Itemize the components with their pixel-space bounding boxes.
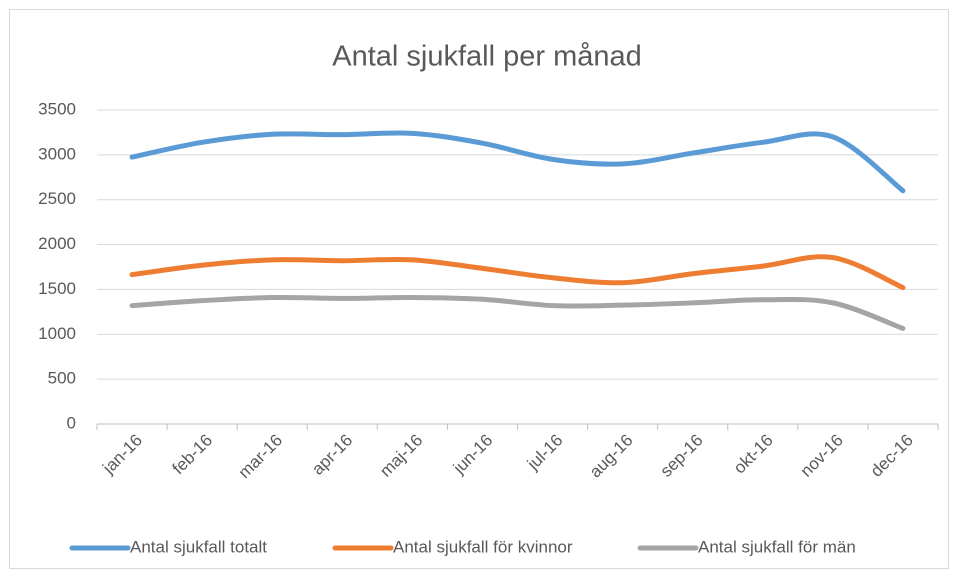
y-tick-label: 500	[48, 369, 76, 388]
series-line	[129, 254, 906, 291]
legend-label: Antal sjukfall för män	[698, 537, 856, 556]
chart-title: Antal sjukfall per månad	[332, 41, 642, 73]
y-tick-label: 0	[67, 413, 76, 432]
y-tick-label: 2500	[38, 189, 76, 208]
y-tick-label: 1500	[38, 279, 76, 298]
legend-label: Antal sjukfall totalt	[130, 537, 267, 556]
series-line	[129, 294, 906, 331]
y-tick-label: 1000	[38, 324, 76, 343]
series-line	[129, 130, 906, 194]
y-tick-label: 2000	[38, 234, 76, 253]
y-tick-label: 3500	[38, 99, 76, 118]
y-tick-label: 3000	[38, 144, 76, 163]
legend-label: Antal sjukfall för kvinnor	[393, 537, 573, 556]
